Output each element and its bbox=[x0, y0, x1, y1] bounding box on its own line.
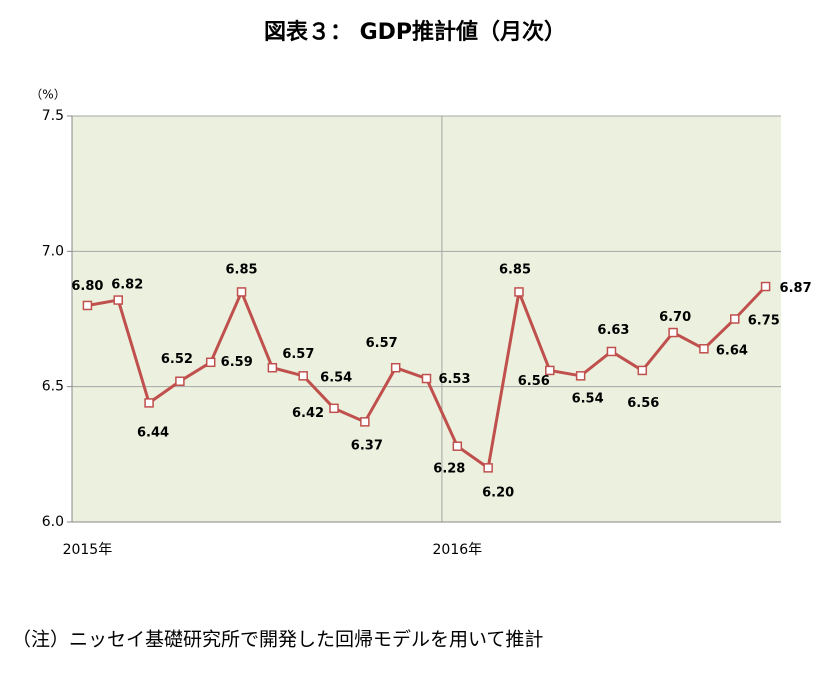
point-marker bbox=[483, 463, 493, 473]
point-marker bbox=[575, 371, 586, 381]
data-label: 6.87 bbox=[780, 281, 812, 296]
data-label: 6.75 bbox=[748, 314, 780, 329]
data-label: 6.85 bbox=[499, 262, 531, 277]
point-marker bbox=[144, 398, 154, 408]
data-label: 6.54 bbox=[572, 391, 604, 406]
point-marker bbox=[606, 346, 617, 357]
data-label: 6.54 bbox=[320, 370, 352, 385]
y-unit: （%） bbox=[30, 88, 65, 102]
point-marker bbox=[452, 441, 463, 451]
data-label: 6.57 bbox=[282, 347, 314, 362]
data-label: 6.59 bbox=[221, 355, 253, 370]
point-marker bbox=[699, 344, 709, 354]
data-label: 6.44 bbox=[137, 425, 169, 440]
data-label: 6.63 bbox=[597, 323, 629, 338]
point-marker bbox=[298, 371, 308, 381]
point-marker bbox=[175, 376, 185, 387]
data-label: 6.42 bbox=[292, 406, 324, 421]
x-tick-label: 2016年 bbox=[433, 542, 483, 558]
point-marker bbox=[360, 417, 370, 427]
point-marker bbox=[82, 300, 93, 311]
data-label: 6.82 bbox=[111, 278, 143, 293]
y-tick-label: 7.5 bbox=[42, 108, 64, 124]
point-marker bbox=[545, 365, 555, 376]
data-label: 6.57 bbox=[366, 336, 398, 351]
data-label: 6.80 bbox=[71, 279, 103, 294]
point-marker bbox=[267, 362, 278, 373]
x-tick-label: 2015年 bbox=[63, 542, 113, 558]
y-tick-label: 6.0 bbox=[42, 514, 64, 530]
data-label: 6.52 bbox=[161, 352, 193, 367]
data-label: 6.53 bbox=[438, 372, 470, 387]
point-marker bbox=[760, 281, 771, 292]
note: （注）ニッセイ基礎研究所で開発した回帰モデルを用いて推計 bbox=[12, 629, 543, 651]
chart-title: 図表３： GDP推計値（月次） bbox=[264, 19, 566, 45]
data-label: 6.20 bbox=[482, 485, 514, 500]
point-marker bbox=[637, 365, 648, 376]
data-label: 6.28 bbox=[433, 462, 465, 477]
data-label: 6.64 bbox=[716, 343, 748, 358]
y-tick-label: 7.0 bbox=[42, 243, 64, 259]
point-marker bbox=[205, 357, 216, 368]
point-marker bbox=[329, 403, 339, 414]
plot-area bbox=[72, 116, 781, 522]
point-marker bbox=[730, 314, 740, 324]
point-marker bbox=[421, 373, 432, 384]
point-marker bbox=[514, 287, 524, 297]
point-marker bbox=[390, 362, 401, 373]
data-label: 6.56 bbox=[518, 374, 550, 389]
data-label: 6.37 bbox=[351, 438, 383, 453]
point-marker bbox=[668, 327, 678, 338]
data-label: 6.85 bbox=[226, 262, 258, 277]
data-label: 6.70 bbox=[659, 310, 691, 325]
y-tick-label: 6.5 bbox=[42, 379, 64, 395]
point-marker bbox=[236, 287, 247, 297]
point-marker bbox=[113, 295, 123, 305]
data-label: 6.56 bbox=[627, 396, 659, 411]
